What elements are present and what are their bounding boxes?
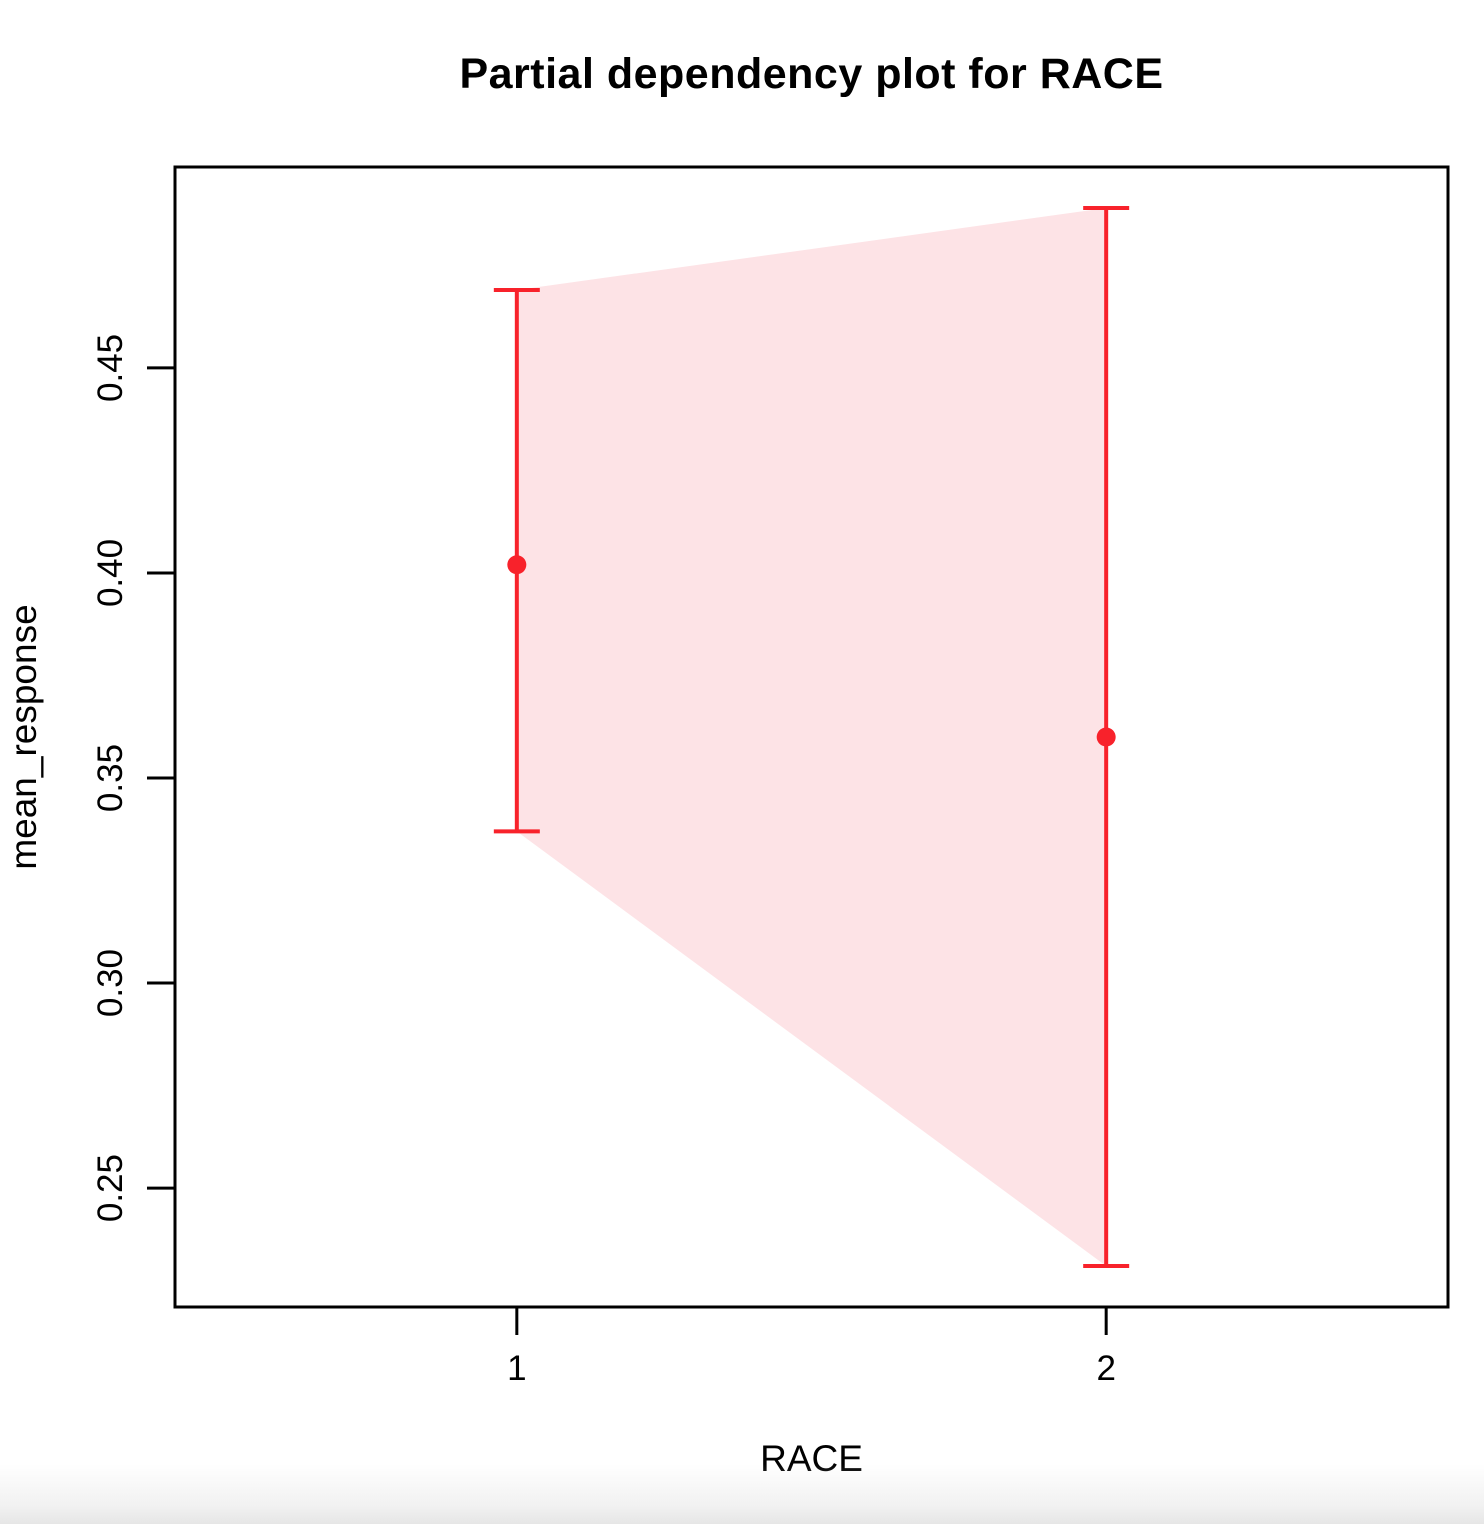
y-tick-label: 0.40 xyxy=(91,539,130,607)
y-tick-label: 0.45 xyxy=(91,334,130,402)
x-tick-label: 1 xyxy=(507,1349,526,1388)
chart-title: Partial dependency plot for RACE xyxy=(459,50,1164,98)
y-axis-label: mean_response xyxy=(3,604,44,870)
y-tick-label: 0.30 xyxy=(91,949,130,1017)
x-tick-label: 2 xyxy=(1096,1349,1115,1388)
y-tick-label: 0.35 xyxy=(91,744,130,812)
confidence-band xyxy=(516,208,1107,1266)
data-point xyxy=(507,555,527,575)
y-tick-label: 0.25 xyxy=(91,1154,130,1222)
plot-box xyxy=(173,165,1450,1309)
data-point xyxy=(1096,727,1116,747)
x-axis-label: RACE xyxy=(760,1438,863,1479)
